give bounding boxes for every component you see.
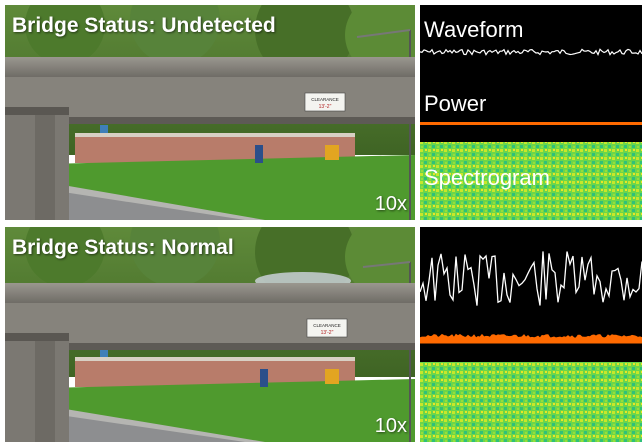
clearance-sign-value: 13'-2" [321,330,334,336]
bridge-camera-view-top: CLEARANCE 13'-2" Bridge Status: Undetect… [5,5,415,220]
signal-panel-top: Waveform Power Spectrogram [420,5,642,220]
playback-speed-label: 10x [374,193,407,215]
waveform-line [420,251,642,306]
bridge-status-label: Bridge Status: Undetected [12,14,276,37]
signal-panel-bottom [420,227,642,442]
grass [5,155,415,220]
power-line [420,333,642,344]
clearance-sign-text: CLEARANCE [311,97,339,102]
clearance-sign-value: 13'-2" [319,104,332,110]
power-label: Power [424,91,487,116]
playback-speed-label: 10x [374,415,407,437]
bridge-camera-view-bottom: CLEARANCE 13'-2" Bridge Status: Normal 1… [5,227,415,442]
waveform-label: Waveform [424,17,524,42]
clearance-sign-text: CLEARANCE [313,323,341,328]
bridge-deck [5,57,415,77]
waveform-line [420,48,642,56]
bridge-status-label: Bridge Status: Normal [12,236,234,259]
bridge-deck [5,283,415,303]
spectrogram [420,142,642,220]
spectrogram-label: Spectrogram [424,165,550,190]
clearance-sign-board [304,92,346,112]
clearance-sign-board [306,318,348,338]
power-line [420,122,642,125]
spectrogram [420,362,642,442]
